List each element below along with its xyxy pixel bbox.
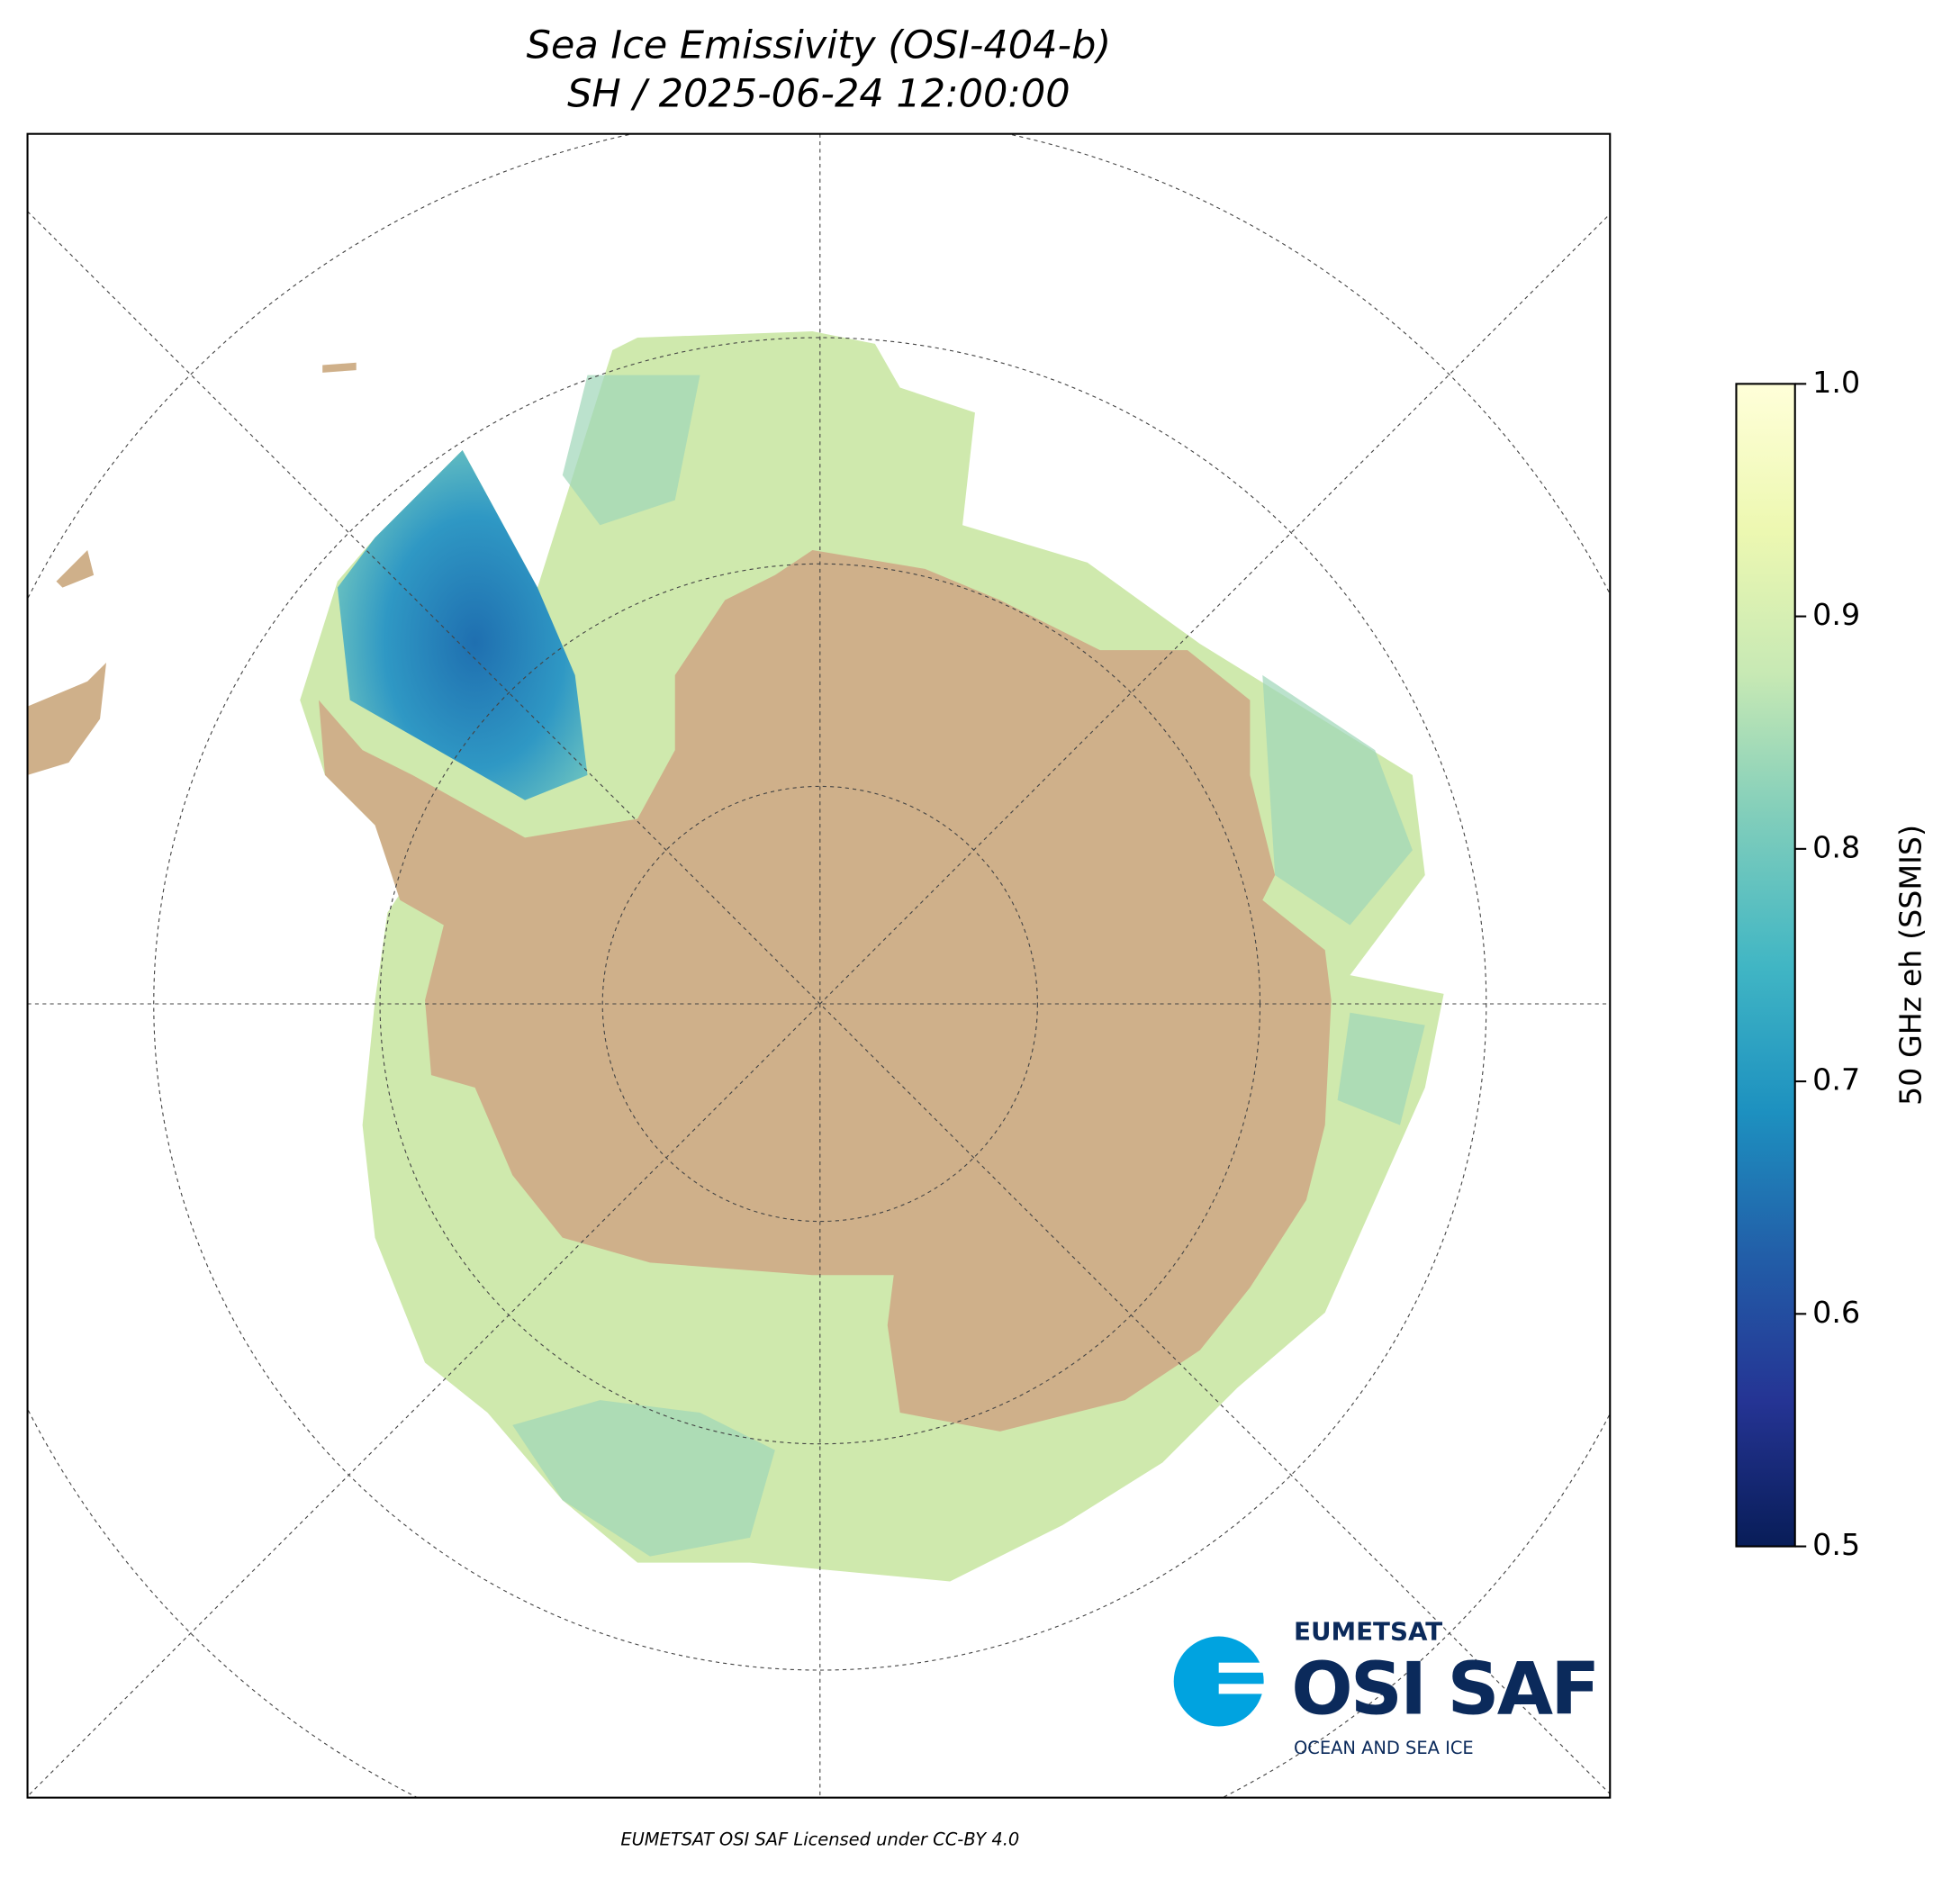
map [27, 133, 1611, 1798]
colorbar-label: 50 GHz eh (SSMIS) [1893, 825, 1928, 1106]
south-america [27, 362, 357, 775]
logo-top: EUMETSAT [1294, 1616, 1442, 1646]
graticule [27, 133, 1611, 1798]
colorbar-tick-label: 0.8 [1812, 829, 1860, 864]
weddell-ice [337, 449, 588, 800]
colorbar [1735, 383, 1796, 1548]
map-subtitle: SH / 2025-06-24 12:00:00 [567, 72, 1070, 117]
ice-variation [512, 375, 1425, 1557]
colorbar-tick-label: 0.7 [1812, 1062, 1860, 1098]
map-frame [26, 132, 1612, 1799]
colorbar-tick-label: 0.5 [1812, 1527, 1860, 1562]
antarctica [319, 550, 1332, 1432]
credit: EUMETSAT OSI SAF Licensed under CC-BY 4.… [620, 1829, 1019, 1849]
logo-main: OSI SAF [1291, 1646, 1597, 1730]
logo-sub: OCEAN AND SEA ICE [1294, 1738, 1474, 1758]
map-title: Sea Ice Emissivity (OSI-404-b) [527, 23, 1112, 68]
logo-mark [1173, 1636, 1264, 1727]
colorbar-tick-label: 1.0 [1812, 365, 1860, 400]
colorbar-tick-label: 0.9 [1812, 597, 1860, 632]
logo: EUMETSAT OSI SAF OCEAN AND SEA ICE [1173, 1616, 1600, 1758]
colorbar-tick-label: 0.6 [1812, 1295, 1860, 1330]
